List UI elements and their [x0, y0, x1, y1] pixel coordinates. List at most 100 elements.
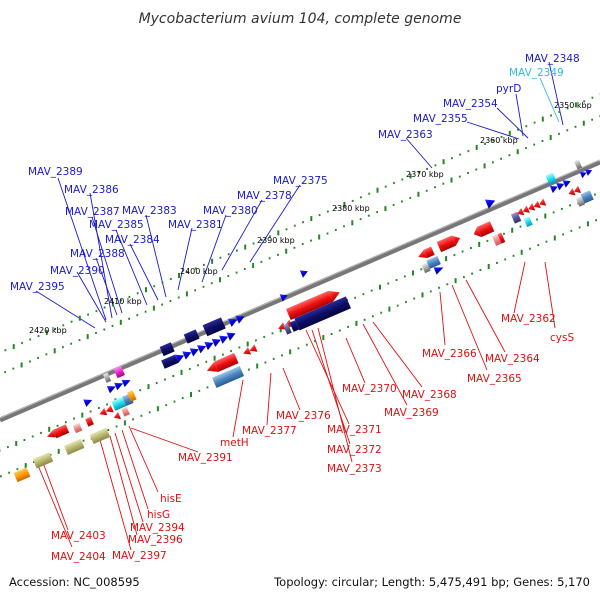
gene-arrow[interactable]: [121, 377, 133, 388]
gene-box[interactable]: [72, 422, 83, 434]
gene-box[interactable]: [113, 365, 125, 379]
gene-arrow[interactable]: [579, 169, 588, 179]
gene-box[interactable]: [510, 211, 522, 224]
gene-arrow[interactable]: [83, 396, 94, 407]
gene-arrow[interactable]: [205, 361, 219, 376]
gene-arrow[interactable]: [328, 287, 342, 302]
gene-arrow[interactable]: [567, 187, 576, 198]
gene-arrow[interactable]: [433, 264, 445, 275]
gene-label[interactable]: hisE: [160, 493, 182, 505]
gene-arrow[interactable]: [211, 336, 223, 348]
gene-arrow[interactable]: [556, 180, 566, 191]
gene-label[interactable]: MAV_2394: [130, 522, 185, 534]
gene-label[interactable]: MAV_2369: [384, 407, 439, 419]
gene-arrow[interactable]: [104, 405, 114, 415]
gene-label[interactable]: pyrD: [496, 83, 521, 95]
gene-box[interactable]: [426, 255, 441, 269]
gene-label[interactable]: MAV_2354: [443, 98, 498, 110]
gene-arrow[interactable]: [228, 316, 239, 327]
gene-label[interactable]: MAV_2397: [112, 550, 167, 562]
gene-label[interactable]: MAV_2373: [327, 463, 382, 475]
gene-label[interactable]: MAV_2365: [467, 373, 522, 385]
gene-arrow[interactable]: [112, 411, 122, 422]
gene-box[interactable]: [523, 216, 533, 228]
gene-box[interactable]: [159, 342, 175, 357]
gene-arrow[interactable]: [45, 429, 56, 441]
gene-label[interactable]: MAV_2363: [378, 129, 433, 141]
gene-box[interactable]: [63, 438, 85, 456]
gene-box[interactable]: [497, 232, 506, 244]
gene-label[interactable]: MAV_2377: [242, 425, 297, 437]
gene-label[interactable]: hisG: [147, 509, 170, 521]
gene-label[interactable]: MAV_2387: [65, 206, 120, 218]
gene-arrow[interactable]: [472, 226, 482, 239]
gene-arrow[interactable]: [189, 345, 201, 357]
gene-label[interactable]: cysS: [550, 332, 574, 344]
gene-box[interactable]: [202, 317, 226, 337]
gene-label[interactable]: MAV_2349: [509, 67, 564, 79]
gene-label[interactable]: MAV_2386: [64, 184, 119, 196]
gene-box[interactable]: [85, 416, 94, 427]
gene-box[interactable]: [213, 353, 239, 372]
gene-arrow[interactable]: [248, 344, 258, 354]
gene-label[interactable]: MAV_2371: [327, 424, 382, 436]
gene-label[interactable]: MAV_2389: [28, 166, 83, 178]
gene-box[interactable]: [32, 452, 54, 469]
gene-arrow[interactable]: [527, 203, 536, 213]
gene-box[interactable]: [285, 290, 333, 321]
gene-arrow[interactable]: [516, 207, 525, 218]
gene-box[interactable]: [545, 172, 557, 185]
gene-label[interactable]: MAV_2376: [276, 410, 331, 422]
gene-arrow[interactable]: [235, 312, 246, 324]
gene-label[interactable]: MAV_2368: [402, 389, 457, 401]
gene-label[interactable]: MAV_2383: [122, 205, 177, 217]
gene-label[interactable]: MAV_2390: [50, 265, 105, 277]
gene-arrow[interactable]: [299, 268, 310, 278]
gene-box[interactable]: [575, 196, 585, 207]
gene-box[interactable]: [183, 329, 200, 344]
gene-label[interactable]: MAV_2364: [485, 353, 540, 365]
gene-label[interactable]: MAV_2355: [413, 113, 468, 125]
gene-arrow[interactable]: [219, 332, 230, 344]
gene-box[interactable]: [574, 159, 583, 170]
gene-arrow[interactable]: [549, 183, 560, 194]
gene-arrow[interactable]: [226, 329, 237, 341]
gene-arrow[interactable]: [572, 185, 582, 196]
gene-box[interactable]: [52, 424, 70, 439]
gene-box[interactable]: [294, 296, 351, 331]
gene-arrow[interactable]: [521, 205, 530, 215]
gene-label[interactable]: MAV_2388: [70, 248, 125, 260]
gene-arrow[interactable]: [106, 383, 118, 394]
gene-label[interactable]: MAV_2381: [168, 219, 223, 231]
gene-arrow[interactable]: [279, 292, 290, 302]
gene-arrow[interactable]: [182, 348, 193, 360]
gene-label[interactable]: MAV_2366: [422, 348, 477, 360]
gene-label[interactable]: MAV_2380: [203, 205, 258, 217]
gene-box[interactable]: [111, 396, 127, 411]
gene-label[interactable]: MAV_2396: [128, 534, 183, 546]
gene-box[interactable]: [289, 320, 300, 332]
gene-arrow[interactable]: [585, 167, 593, 176]
gene-box[interactable]: [477, 221, 495, 237]
gene-box[interactable]: [436, 235, 456, 253]
gene-box[interactable]: [161, 354, 179, 369]
gene-arrow[interactable]: [451, 233, 462, 246]
gene-box[interactable]: [421, 262, 431, 274]
gene-label[interactable]: MAV_2370: [342, 383, 397, 395]
gene-box[interactable]: [580, 190, 594, 204]
gene-arrow[interactable]: [204, 339, 215, 351]
gene-box[interactable]: [103, 372, 112, 383]
gene-box[interactable]: [89, 427, 111, 444]
gene-label[interactable]: MAV_2403: [51, 530, 106, 542]
gene-arrow[interactable]: [277, 322, 287, 332]
gene-label[interactable]: MAV_2384: [105, 234, 160, 246]
gene-label[interactable]: MAV_2404: [51, 551, 106, 563]
gene-arrow[interactable]: [484, 196, 497, 209]
gene-box[interactable]: [127, 390, 137, 402]
gene-label[interactable]: MAV_2385: [89, 219, 144, 231]
gene-box[interactable]: [423, 246, 435, 259]
gene-arrow[interactable]: [114, 380, 125, 391]
gene-label[interactable]: MAV_2378: [237, 190, 292, 202]
gene-arrow[interactable]: [196, 342, 208, 354]
gene-label[interactable]: MAV_2391: [178, 452, 233, 464]
